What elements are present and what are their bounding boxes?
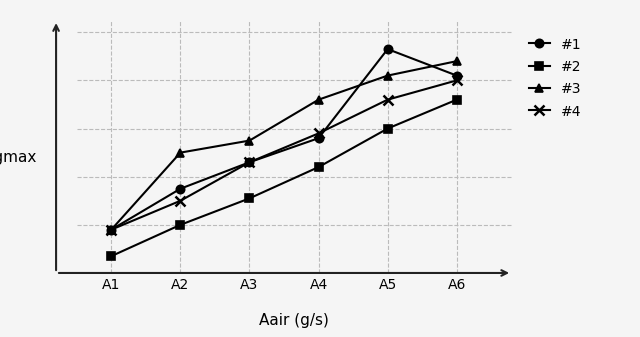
Legend: #1, #2, #3, #4: #1, #2, #3, #4: [524, 32, 587, 124]
#2: [453, 98, 461, 102]
#1: [384, 47, 392, 51]
#2: [315, 165, 323, 169]
#3: [315, 98, 323, 102]
#1: [177, 187, 184, 191]
#4: [384, 98, 392, 102]
#4: [177, 199, 184, 203]
#2: [177, 223, 184, 227]
#2: [384, 126, 392, 130]
Line: #1: #1: [107, 45, 461, 234]
#4: [108, 227, 115, 232]
#1: [108, 227, 115, 232]
#3: [177, 151, 184, 155]
#2: [246, 196, 253, 201]
Line: #3: #3: [107, 57, 461, 234]
#1: [315, 136, 323, 140]
#3: [384, 73, 392, 78]
X-axis label: Aair (g/s): Aair (g/s): [259, 313, 330, 329]
Line: #2: #2: [107, 95, 461, 260]
Text: Vgmax: Vgmax: [0, 150, 38, 165]
#4: [315, 131, 323, 135]
#3: [246, 139, 253, 143]
#4: [453, 79, 461, 83]
#3: [108, 227, 115, 232]
#2: [108, 254, 115, 258]
Line: #4: #4: [106, 75, 461, 235]
#3: [453, 59, 461, 63]
#1: [453, 73, 461, 78]
#4: [246, 160, 253, 164]
#1: [246, 160, 253, 164]
